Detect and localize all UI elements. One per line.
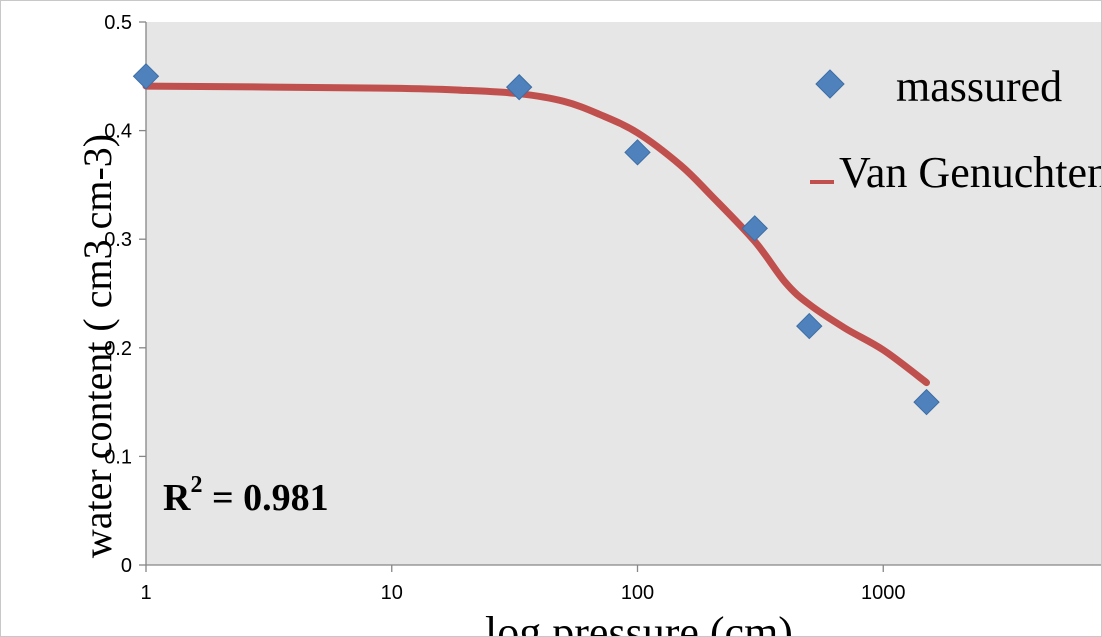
legend-label-massured: massured (896, 62, 1062, 111)
r2-value: = 0.981 (202, 477, 328, 519)
y-tick-label: 0.3 (104, 229, 132, 251)
measured-point (624, 139, 651, 166)
measured-point (796, 312, 823, 340)
y-tick-label: 0.2 (104, 338, 132, 360)
axes (139, 21, 1101, 572)
plot-area (146, 22, 1101, 565)
x-tick-label: 1000 (861, 582, 906, 604)
x-tick-label: 100 (621, 582, 654, 604)
y-tick-label: 0.4 (104, 121, 132, 143)
measured-point (505, 73, 533, 101)
van-genuchten-fit-line (142, 82, 930, 387)
tick-labels: 00.10.20.30.40.5110100100010000 (104, 12, 906, 604)
series-layer (132, 63, 940, 416)
x-tick-label: 10 (381, 582, 403, 604)
y-axis-title: water content ( cm3 cm-3) (75, 134, 120, 558)
measured-point (913, 388, 940, 416)
r2-superscript: 2 (190, 472, 202, 498)
x-tick-label: 1 (140, 582, 151, 604)
x-axis-title: log pressure (cm) (485, 608, 793, 637)
r-squared-annotation: R2 = 0.981 (163, 472, 329, 519)
legend-diamond-marker (815, 69, 845, 99)
legend-label-van-genuchten: Van Genuchten (839, 148, 1102, 197)
y-tick-label: 0.1 (104, 446, 132, 468)
measured-point (741, 215, 768, 242)
y-tick-label: 0 (121, 555, 132, 577)
r2-base: R (163, 477, 191, 519)
y-tick-label: 0.5 (104, 12, 132, 34)
measured-point (132, 63, 160, 90)
legend: massured Van Genuchten (810, 62, 1102, 197)
